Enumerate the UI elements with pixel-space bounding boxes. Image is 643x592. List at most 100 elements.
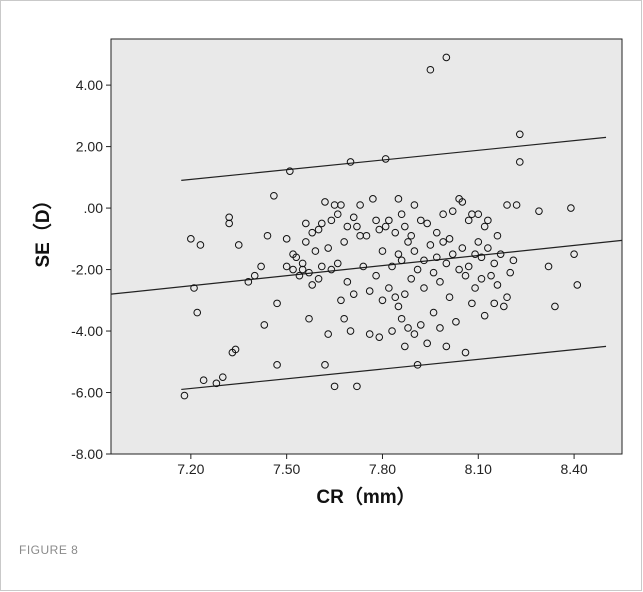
- x-tick-label: 8.10: [465, 461, 492, 477]
- x-tick-label: 7.50: [273, 461, 300, 477]
- data-point: [401, 342, 409, 351]
- data-point: [346, 158, 355, 166]
- data-point: [346, 327, 355, 335]
- data-point: [369, 195, 377, 203]
- data-point: [416, 216, 425, 225]
- data-point: [317, 262, 326, 271]
- data-point: [416, 321, 425, 329]
- data-point: [375, 225, 384, 234]
- data-point: [375, 333, 384, 341]
- data-point: [394, 195, 403, 203]
- data-point: [397, 314, 406, 323]
- data-point: [327, 265, 336, 274]
- data-point: [263, 231, 272, 240]
- data-point: [410, 201, 419, 209]
- data-point: [429, 268, 438, 277]
- y-tick-label: 4.00: [76, 77, 103, 93]
- data-point: [464, 216, 473, 225]
- data-point: [413, 361, 422, 369]
- data-point: [458, 198, 467, 206]
- data-point: [474, 238, 483, 246]
- data-point: [250, 271, 259, 280]
- data-point: [385, 216, 393, 225]
- data-point: [567, 204, 575, 212]
- data-point: [448, 250, 457, 258]
- data-point: [471, 250, 479, 258]
- data-point: [349, 290, 358, 298]
- data-point: [308, 281, 317, 289]
- data-point: [445, 293, 454, 302]
- x-axis: 7.20 7.50 7.80 8.10 8.40: [177, 454, 588, 477]
- data-point: [340, 314, 348, 323]
- data-point: [333, 259, 342, 268]
- data-point: [394, 302, 403, 311]
- data-point: [340, 238, 348, 246]
- data-point: [484, 216, 492, 225]
- figure-caption: FIGURE 8: [19, 543, 79, 557]
- data-point: [273, 361, 281, 369]
- data-point: [401, 290, 409, 298]
- lower-bound-line: [181, 345, 607, 391]
- y-axis-title: SE（D）: [31, 190, 54, 267]
- data-point: [420, 256, 428, 265]
- data-point: [337, 201, 345, 209]
- data-point: [404, 324, 412, 332]
- data-point: [372, 271, 380, 280]
- data-point: [426, 65, 435, 74]
- data-point: [480, 311, 489, 320]
- data-point: [333, 210, 342, 219]
- data-point: [404, 238, 412, 246]
- data-point: [407, 274, 416, 283]
- data-point: [423, 219, 431, 228]
- data-point: [503, 201, 511, 209]
- plot-area: [110, 38, 623, 455]
- data-point: [391, 228, 400, 237]
- data-point: [314, 274, 323, 283]
- data-point: [573, 281, 582, 289]
- data-point: [286, 167, 294, 175]
- data-point: [308, 228, 317, 237]
- data-point: [493, 231, 502, 240]
- data-point: [516, 158, 524, 166]
- data-point: [337, 296, 345, 305]
- y-tick-label: -6.00: [71, 385, 103, 401]
- data-point: [365, 330, 374, 338]
- x-tick-label: 7.20: [177, 461, 204, 477]
- data-point: [327, 216, 336, 225]
- data-point: [509, 256, 518, 265]
- data-point: [321, 198, 329, 206]
- data-point: [353, 222, 361, 231]
- data-point: [305, 314, 313, 323]
- data-point: [490, 259, 499, 268]
- data-point: [193, 308, 202, 317]
- data-point: [442, 259, 451, 268]
- data-point: [461, 271, 470, 280]
- data-point: [487, 271, 495, 280]
- data-point: [302, 238, 310, 246]
- data-point: [436, 324, 444, 332]
- data-point: [500, 302, 508, 311]
- data-point: [471, 284, 479, 292]
- data-point: [468, 299, 476, 308]
- data-point: [273, 299, 281, 308]
- data-point: [388, 327, 396, 335]
- data-point: [493, 281, 502, 289]
- data-point: [452, 318, 460, 326]
- data-point: [461, 348, 470, 357]
- y-tick-label: 2.00: [76, 139, 103, 155]
- data-point: [474, 210, 483, 219]
- data-point: [231, 345, 240, 354]
- data-point: [353, 382, 361, 391]
- data-point: [410, 330, 419, 338]
- data-point: [270, 191, 278, 200]
- data-point: [516, 130, 524, 139]
- data-point: [321, 361, 329, 369]
- data-point: [311, 247, 320, 255]
- data-point: [397, 210, 406, 219]
- data-point: [397, 256, 406, 265]
- data-point: [199, 376, 208, 385]
- data-point: [356, 201, 364, 209]
- data-point: [305, 268, 313, 277]
- data-point: [477, 253, 486, 262]
